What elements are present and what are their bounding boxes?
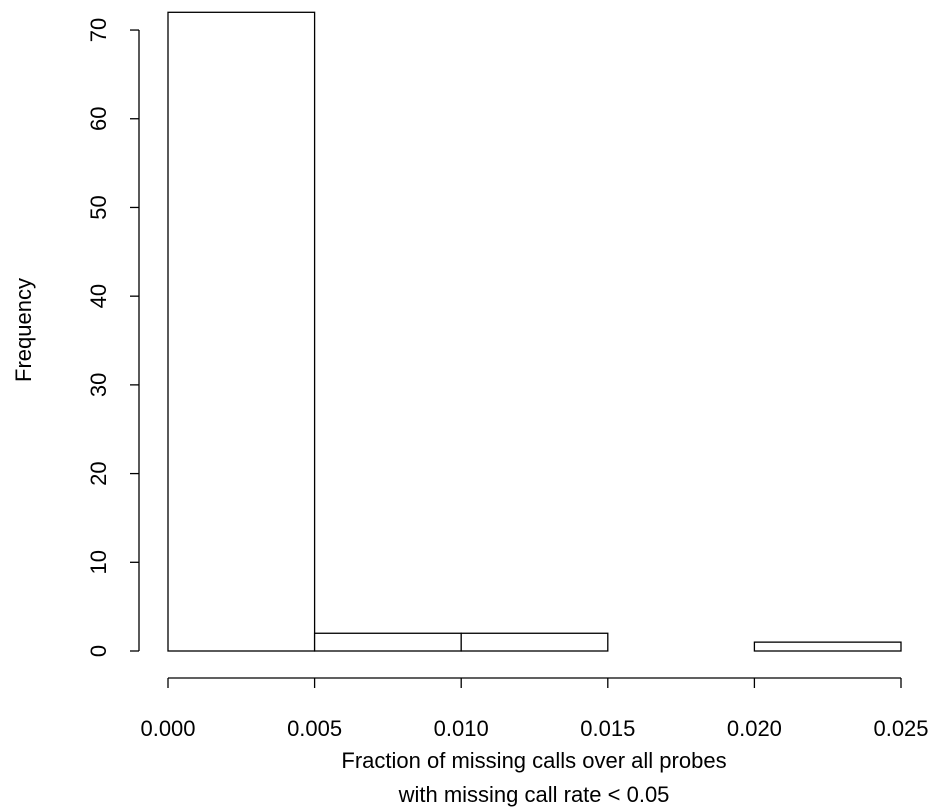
y-tick-label: 10	[86, 550, 111, 574]
y-tick-label: 20	[86, 461, 111, 485]
x-tick-label: 0.000	[140, 716, 195, 741]
bar	[167, 11, 316, 652]
bar	[753, 641, 902, 652]
x-tick-label: 0.010	[434, 716, 489, 741]
y-tick-label: 70	[86, 18, 111, 42]
bar	[460, 632, 609, 652]
y-tick-label: 50	[86, 195, 111, 219]
x-axis-label: Fraction of missing calls over all probe…	[341, 748, 726, 773]
y-tick-label: 40	[86, 284, 111, 308]
x-tick-label: 0.020	[727, 716, 782, 741]
x-tick-label: 0.025	[873, 716, 928, 741]
y-tick-label: 30	[86, 373, 111, 397]
bar	[313, 632, 462, 652]
x-tick-label: 0.015	[580, 716, 635, 741]
x-tick-label: 0.005	[287, 716, 342, 741]
y-tick-label: 0	[86, 645, 111, 657]
y-axis-label: Frequency	[11, 278, 36, 382]
x-axis-label: with missing call rate < 0.05	[398, 782, 670, 807]
y-tick-label: 60	[86, 107, 111, 131]
